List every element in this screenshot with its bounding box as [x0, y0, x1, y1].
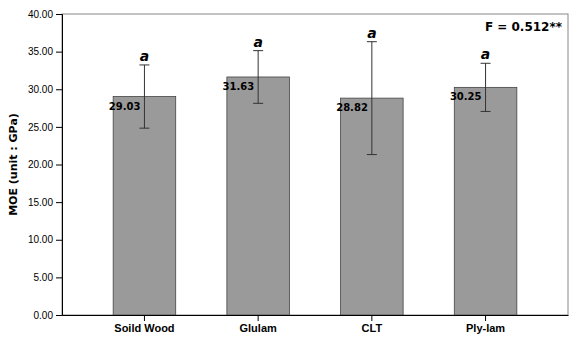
group-letter: a [140, 48, 149, 64]
x-tick-mark [485, 315, 486, 321]
error-bar [253, 51, 263, 104]
y-tick: 15.00 [28, 197, 62, 208]
error-bar-line [367, 42, 377, 155]
y-tick-label: 0.00 [34, 310, 54, 321]
x-tick: CLT [362, 315, 383, 334]
y-tick-label: 35.00 [28, 46, 53, 57]
x-tick-label: Glulam [239, 322, 277, 334]
y-tick: 30.00 [28, 84, 62, 95]
y-tick-mark [56, 315, 62, 316]
y-tick-label: 20.00 [28, 159, 53, 170]
y-tick-mark [56, 240, 62, 241]
x-tick: Glulam [239, 315, 277, 334]
x-tick: Ply-lam [466, 315, 505, 334]
y-tick: 25.00 [28, 122, 62, 133]
y-axis: 0.00 5.00 10.00 15.00 20.00 25.00 30.00 35.00 40… [28, 9, 63, 321]
group-letter: a [367, 25, 376, 41]
y-tick-mark [56, 202, 62, 203]
y-tick-mark [56, 89, 62, 90]
y-tick: 35.00 [28, 46, 62, 57]
error-bar [367, 42, 377, 155]
marks [113, 42, 517, 315]
y-tick-label: 5.00 [34, 272, 54, 283]
y-tick-label: 40.00 [28, 9, 53, 20]
y-tick-label: 30.00 [28, 84, 53, 95]
y-tick: 5.00 [34, 272, 62, 283]
chart: 0.00 5.00 10.00 15.00 20.00 25.00 30.00 35.00 40… [0, 0, 582, 345]
group-letter: a [253, 34, 262, 50]
x-tick-label: Soild Wood [114, 322, 174, 334]
y-tick-label: 10.00 [28, 234, 53, 245]
y-tick-mark [56, 165, 62, 166]
x-tick-mark [144, 315, 145, 321]
y-axis-title: MOE (unit : GPa) [7, 113, 20, 216]
annotation: F = 0.512** [485, 20, 563, 34]
error-bar [481, 63, 491, 111]
plot-frame [62, 14, 568, 315]
x-tick-mark [371, 315, 372, 321]
y-tick-mark [56, 14, 62, 15]
data-label: 31.63 [223, 81, 255, 92]
error-bar-line [253, 51, 263, 104]
y-tick: 40.00 [28, 9, 62, 20]
data-label: 28.82 [336, 102, 368, 113]
error-bar-line [139, 65, 149, 128]
x-axis: Soild Wood Glulam CLT Ply-lam [63, 315, 569, 334]
labels: 29.03 31.63 28.82 30.25 a a a a F = 0.512** [109, 20, 563, 113]
plot: 0.00 5.00 10.00 15.00 20.00 25.00 30.00 35.00 40… [28, 9, 569, 334]
x-tick-mark [258, 315, 259, 321]
x-tick-label: Ply-lam [466, 322, 505, 334]
y-tick-label: 25.00 [28, 122, 53, 133]
bar [227, 77, 290, 315]
group-letter: a [481, 46, 490, 62]
y-axis-line [56, 15, 63, 316]
data-label: 29.03 [109, 101, 141, 112]
x-axis-line [63, 315, 569, 316]
y-tick-mark [56, 127, 62, 128]
bar [454, 87, 517, 315]
x-tick: Soild Wood [114, 315, 174, 334]
y-tick-mark [56, 52, 62, 53]
data-label: 30.25 [450, 91, 482, 102]
error-bar [139, 65, 149, 128]
x-tick-label: CLT [362, 322, 383, 334]
error-bar-line [481, 63, 491, 111]
y-tick: 0.00 [34, 310, 62, 321]
y-tick-label: 15.00 [28, 197, 53, 208]
y-tick: 10.00 [28, 234, 62, 245]
y-tick-mark [56, 277, 62, 278]
bar [113, 97, 176, 315]
y-tick: 20.00 [28, 159, 62, 170]
